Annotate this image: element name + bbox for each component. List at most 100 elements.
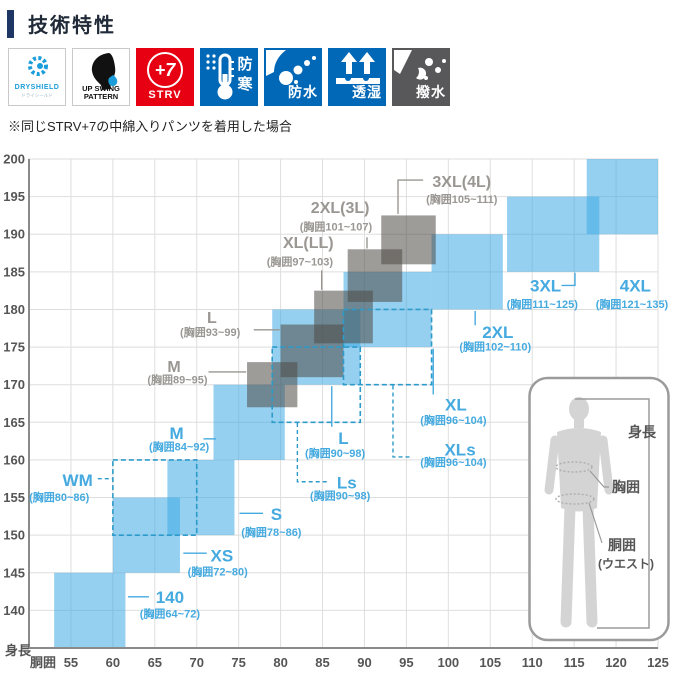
size-pointer-3XL(4L)	[397, 179, 424, 214]
size-range-label-3XL(4L): (胸囲105~111)	[426, 192, 498, 206]
x-tick-label: 120	[605, 655, 627, 670]
size-box-140	[54, 572, 126, 648]
y-tick-label: 200	[3, 152, 25, 167]
legend-height-label: 身長	[628, 424, 657, 440]
size-label-140: 140	[156, 588, 184, 607]
size-box-4XL	[586, 159, 658, 235]
up-swing-pattern-badge: UP SWING PATTERN	[72, 48, 130, 106]
y-tick-label: 150	[3, 528, 25, 543]
size-pointer-XLs	[392, 385, 410, 458]
x-tick-label: 90	[357, 655, 371, 670]
size-box-dashed-Ls	[271, 346, 362, 424]
size-label-WM: WM	[63, 471, 93, 490]
chest-pointer	[589, 470, 609, 488]
x-tick-label: 115	[564, 655, 585, 670]
size-range-label-XL: (胸囲96~104)	[420, 413, 487, 427]
x-tick-label: 65	[148, 655, 162, 670]
size-label-M: M	[170, 424, 184, 443]
waist-pointer	[588, 502, 603, 544]
size-range-label-2XL(3L): (胸囲101~107)	[300, 220, 373, 234]
size-range-label-3XL: (胸囲111~125)	[507, 297, 579, 311]
size-label-XLs: XLs	[444, 440, 475, 459]
y-tick-label: 180	[3, 302, 25, 317]
dryshield-sublabel: ドライシールド	[21, 93, 53, 99]
up-swing-arm-icon	[91, 53, 118, 90]
size-label-3XL: 3XL	[530, 276, 561, 295]
x-tick-label: 110	[522, 655, 543, 670]
x-tick-label: 70	[189, 655, 203, 670]
y-tick-label: 170	[3, 377, 25, 392]
size-range-label-L: (胸囲90~98)	[305, 446, 366, 460]
boukan-label: 防寒	[237, 56, 253, 94]
y-tick-label: 195	[3, 189, 25, 204]
x-tick-label: 60	[106, 655, 120, 670]
size-range-label-S: (胸囲78~86)	[241, 525, 302, 539]
size-range-label-XS: (胸囲72~80)	[188, 564, 249, 578]
size-range-label-Ls: (胸囲90~98)	[310, 488, 371, 502]
size-box-dashed-WM	[112, 459, 198, 536]
up-swing-line2: PATTERN	[83, 91, 119, 101]
figure-arm-right	[598, 435, 614, 495]
hassui-label: 撥水	[416, 84, 446, 100]
up-swing-pattern-label: UP SWING PATTERN	[73, 83, 129, 102]
size-label-4XL: 4XL	[620, 276, 651, 295]
size-label-L: L	[338, 429, 348, 448]
boukan-badge: 防寒	[200, 48, 258, 106]
thermometer-icon	[206, 53, 234, 100]
water-repellent-icon	[394, 50, 446, 80]
size-pointer-Ls	[296, 423, 329, 483]
hassui-badge: 撥水	[392, 48, 450, 106]
chest-ellipse	[555, 461, 593, 473]
size-label-L: L	[207, 310, 217, 327]
size-label-2XL(3L): 2XL(3L)	[311, 200, 370, 217]
size-range-label-2XL: (胸囲102~110)	[459, 339, 531, 353]
size-label-M: M	[167, 359, 180, 376]
size-range-label-XL(LL): (胸囲97~103)	[267, 254, 334, 268]
breathable-arrows-icon	[336, 52, 380, 84]
x-tick-label: 85	[315, 655, 329, 670]
legend-waist-sublabel: (ウエスト)	[598, 557, 654, 571]
strv-plus7-badge: +7 STRV	[136, 48, 194, 106]
y-tick-label: 190	[3, 227, 25, 242]
size-label-Ls: Ls	[337, 473, 357, 492]
size-range-label-XLs: (胸囲96~104)	[420, 455, 487, 469]
size-pointer-3XL	[561, 272, 576, 287]
size-label-XL(LL): XL(LL)	[283, 235, 334, 252]
figure-arm-left	[544, 435, 560, 495]
size-box-3XL	[507, 196, 600, 272]
figure-leg-right	[582, 501, 598, 628]
size-range-label-4XL: (胸囲121~135)	[596, 297, 669, 311]
y-tick-label: 160	[3, 452, 25, 467]
plus7-text: +7	[154, 59, 176, 80]
y-tick-label: 165	[3, 415, 25, 430]
x-tick-label: 75	[231, 655, 245, 670]
technology-icon-row: DRYSHIELD ドライシールド UP SWING PATTERN +7 ST…	[8, 48, 450, 106]
x-tick-label: 80	[273, 655, 287, 670]
y-axis-title: 身長	[5, 643, 32, 658]
y-tick-label: 145	[3, 565, 25, 580]
size-label-3XL(4L): 3XL(4L)	[432, 174, 491, 191]
figure-torso	[557, 428, 601, 512]
y-tick-label: 175	[3, 340, 25, 355]
x-tick-label: 95	[399, 655, 413, 670]
legend-waist-label: 胴囲	[608, 537, 636, 553]
section-header: 技術特性	[7, 9, 116, 38]
size-box-S	[167, 459, 235, 536]
toushitsu-badge: 透湿	[328, 48, 386, 106]
strv-label: STRV	[148, 89, 182, 101]
x-tick-label: 105	[479, 655, 501, 670]
waist-ellipse	[555, 493, 595, 505]
x-tick-label: 125	[647, 655, 669, 670]
dryshield-badge: DRYSHIELD ドライシールド	[8, 48, 66, 106]
figure-leg-left	[560, 501, 576, 628]
height-bracket	[575, 398, 650, 629]
waterproof-drops-icon	[266, 50, 316, 85]
legend-chest-label: 胸囲	[612, 479, 640, 495]
size-box-2XL	[431, 234, 503, 310]
y-tick-label: 185	[3, 264, 25, 279]
up-swing-line1: UP SWING	[82, 83, 120, 93]
plus7-circle-icon: +7	[147, 52, 183, 88]
size-range-label-M: (胸囲84~92)	[149, 439, 210, 453]
